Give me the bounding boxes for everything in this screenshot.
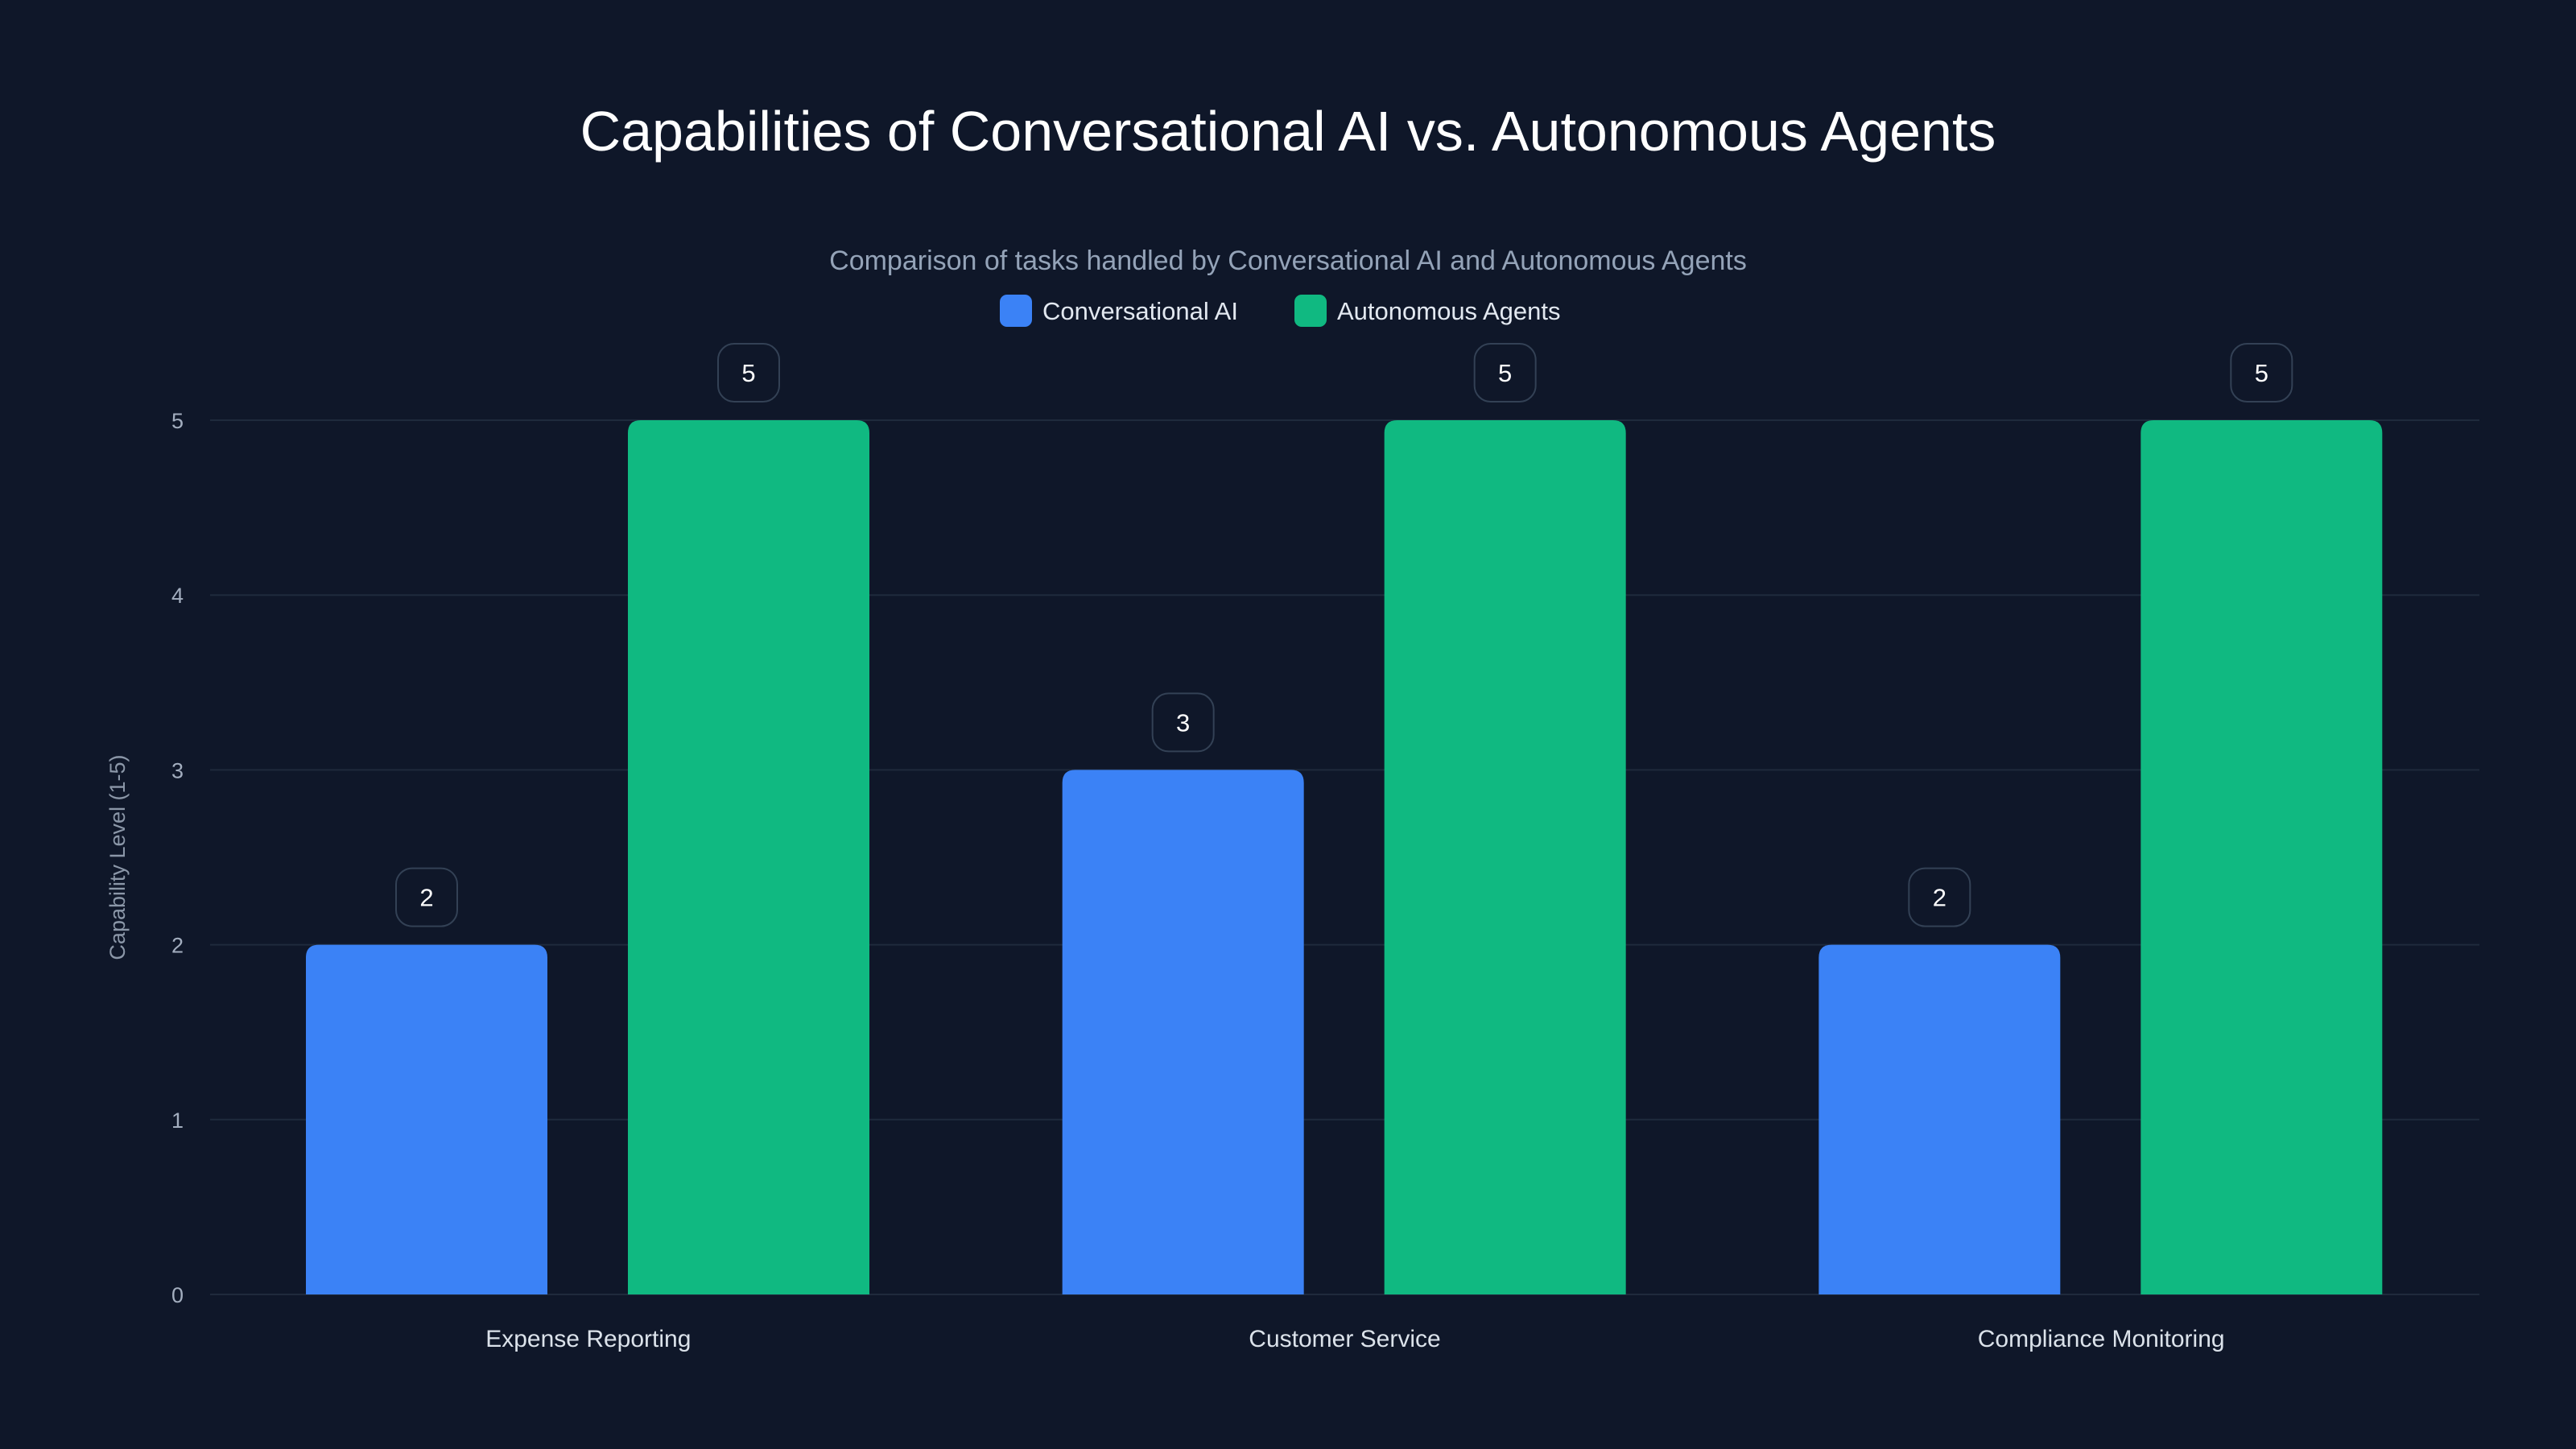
y-tick-label: 4 <box>171 584 184 608</box>
data-label-box <box>2230 343 2293 402</box>
bar-autonomous-agents <box>2140 420 2383 1294</box>
legend-label: Conversational AI <box>1042 297 1238 325</box>
data-label-box <box>1151 692 1215 753</box>
legend-swatch <box>1000 295 1032 327</box>
bar-autonomous-agents <box>1384 420 1626 1294</box>
y-tick-label: 1 <box>171 1108 184 1133</box>
x-tick-label: Customer Service <box>1249 1326 1440 1352</box>
y-tick-label: 0 <box>171 1283 184 1307</box>
data-label: 5 <box>1498 359 1512 387</box>
data-label: 2 <box>419 884 433 912</box>
bar-autonomous-agents <box>628 420 869 1294</box>
data-label: 3 <box>1176 708 1190 737</box>
legend-label: Autonomous Agents <box>1337 297 1560 325</box>
bar-conversational-ai <box>306 944 547 1294</box>
bar-conversational-ai <box>1062 770 1304 1294</box>
data-label-box <box>1473 343 1537 402</box>
data-label-box <box>395 867 458 927</box>
data-label-box <box>1908 867 1971 927</box>
legend-swatch <box>1294 295 1327 327</box>
y-tick-label: 2 <box>171 934 184 958</box>
data-label: 2 <box>1933 884 1946 912</box>
y-axis-label: Capability Level (1-5) <box>105 754 130 960</box>
chart-title: Capabilities of Conversational AI vs. Au… <box>580 100 1996 163</box>
data-label-box <box>717 343 780 402</box>
bar-conversational-ai <box>1818 944 2061 1294</box>
x-tick-label: Compliance Monitoring <box>1978 1326 2225 1352</box>
x-tick-label: Expense Reporting <box>485 1326 691 1352</box>
chart-subtitle: Comparison of tasks handled by Conversat… <box>829 246 1747 276</box>
data-label: 5 <box>741 359 755 387</box>
data-label: 5 <box>2255 359 2268 387</box>
y-tick-label: 5 <box>171 409 184 433</box>
y-tick-label: 3 <box>171 758 184 782</box>
